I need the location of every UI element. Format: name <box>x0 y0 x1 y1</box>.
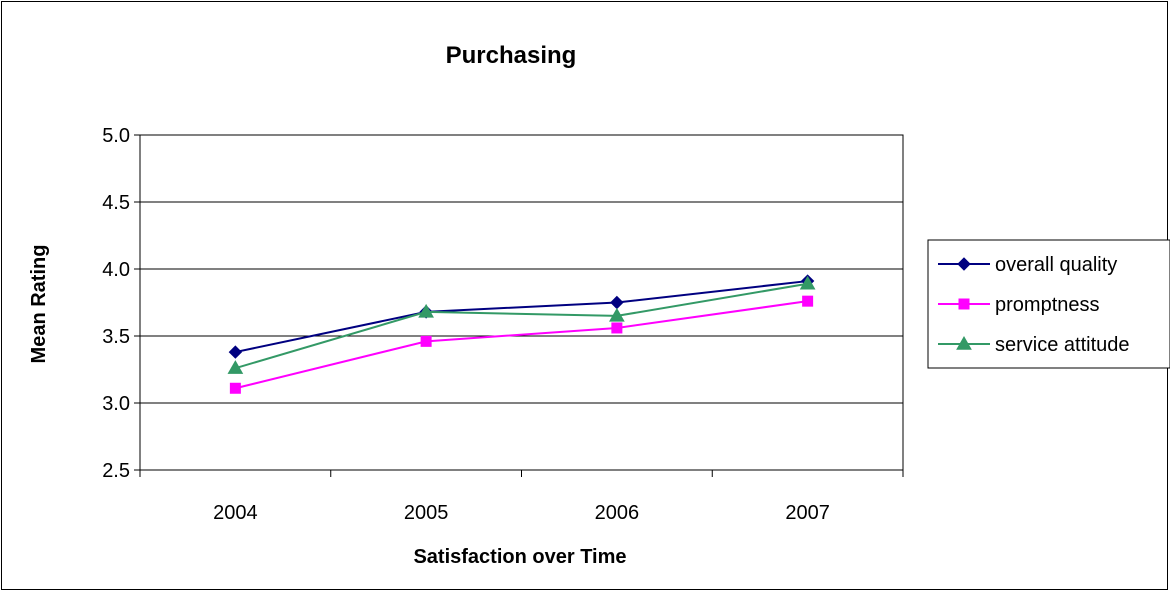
data-point-overall-quality <box>228 345 243 359</box>
y-tick-label: 5.0 <box>102 125 130 147</box>
legend-marker-overall-quality <box>957 257 971 271</box>
data-point-service-attitude <box>227 360 244 374</box>
legend-label-service-attitude: service attitude <box>995 334 1130 356</box>
data-point-service-attitude <box>799 275 816 290</box>
data-point-promptness <box>611 322 623 334</box>
chart-title: Purchasing <box>446 42 577 69</box>
data-point-promptness <box>420 335 432 347</box>
y-axis-title: Mean Rating <box>28 245 50 364</box>
x-tick-label: 2005 <box>404 502 449 524</box>
legend-label-overall-quality: overall quality <box>995 254 1117 276</box>
y-tick-label: 3.5 <box>102 326 130 348</box>
legend-marker-promptness <box>958 298 970 310</box>
series-line-promptness <box>235 300 808 390</box>
data-point-service-attitude <box>609 307 625 322</box>
y-tick-label: 4.5 <box>102 192 130 214</box>
y-tick-label: 3.0 <box>102 393 130 415</box>
y-tick-label: 2.5 <box>102 460 130 482</box>
x-tick-label: 2007 <box>785 502 830 524</box>
series-line-service-attitude <box>235 282 808 370</box>
legend-marker-service-attitude <box>956 335 972 350</box>
x-tick-label: 2004 <box>213 502 258 524</box>
legend-label-promptness: promptness <box>995 294 1100 316</box>
data-point-service-attitude <box>418 303 434 318</box>
x-tick-label: 2006 <box>595 502 640 524</box>
data-point-promptness <box>802 295 814 307</box>
plot-area <box>140 135 903 470</box>
series-line-overall-quality <box>235 280 808 354</box>
y-tick-label: 4.0 <box>102 259 130 281</box>
data-point-promptness <box>229 382 241 394</box>
x-axis-title: Satisfaction over Time <box>413 546 626 568</box>
